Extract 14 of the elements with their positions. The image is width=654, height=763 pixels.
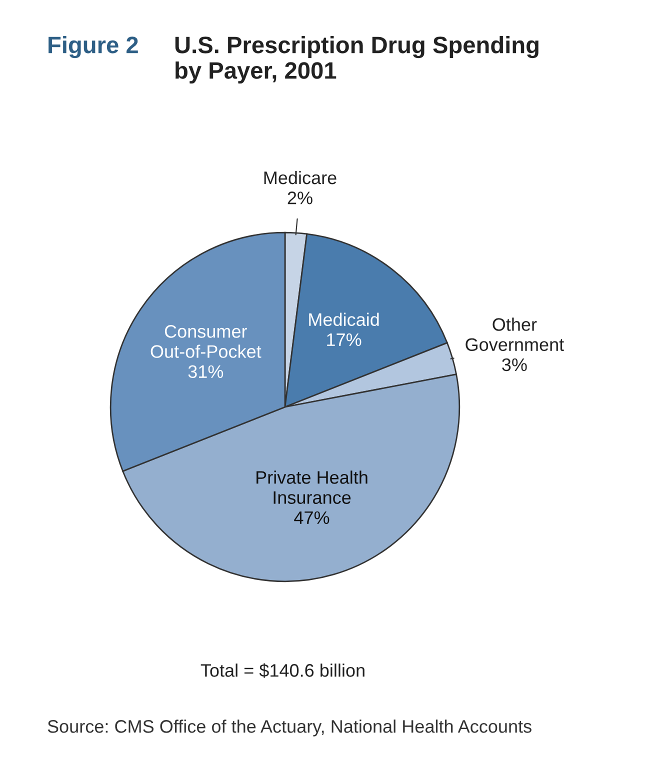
slice-label: Medicaid [309, 312, 379, 326]
source-note: Source: CMS Office of the Actuary, National Health Accounts [48, 720, 532, 736]
slice-label: Consumer Out-of-Pocket [150, 325, 262, 358]
data-label: 2% [288, 192, 312, 204]
slice-label: Other Government [466, 318, 564, 352]
data-label: 17% [327, 333, 362, 346]
caption: Figure 2 [48, 36, 138, 58]
slice-label: Medicare [264, 170, 336, 184]
slice-label: Private Health Insurance [256, 470, 368, 504]
data-label: 3% [502, 358, 527, 372]
text: Total = $140.6 billion [200, 663, 364, 678]
data-label: 31% [188, 365, 224, 378]
data-label: 47% [294, 511, 330, 524]
chart-title: U.S. Prescription Drug Spending by Payer, 2001 [175, 36, 538, 84]
